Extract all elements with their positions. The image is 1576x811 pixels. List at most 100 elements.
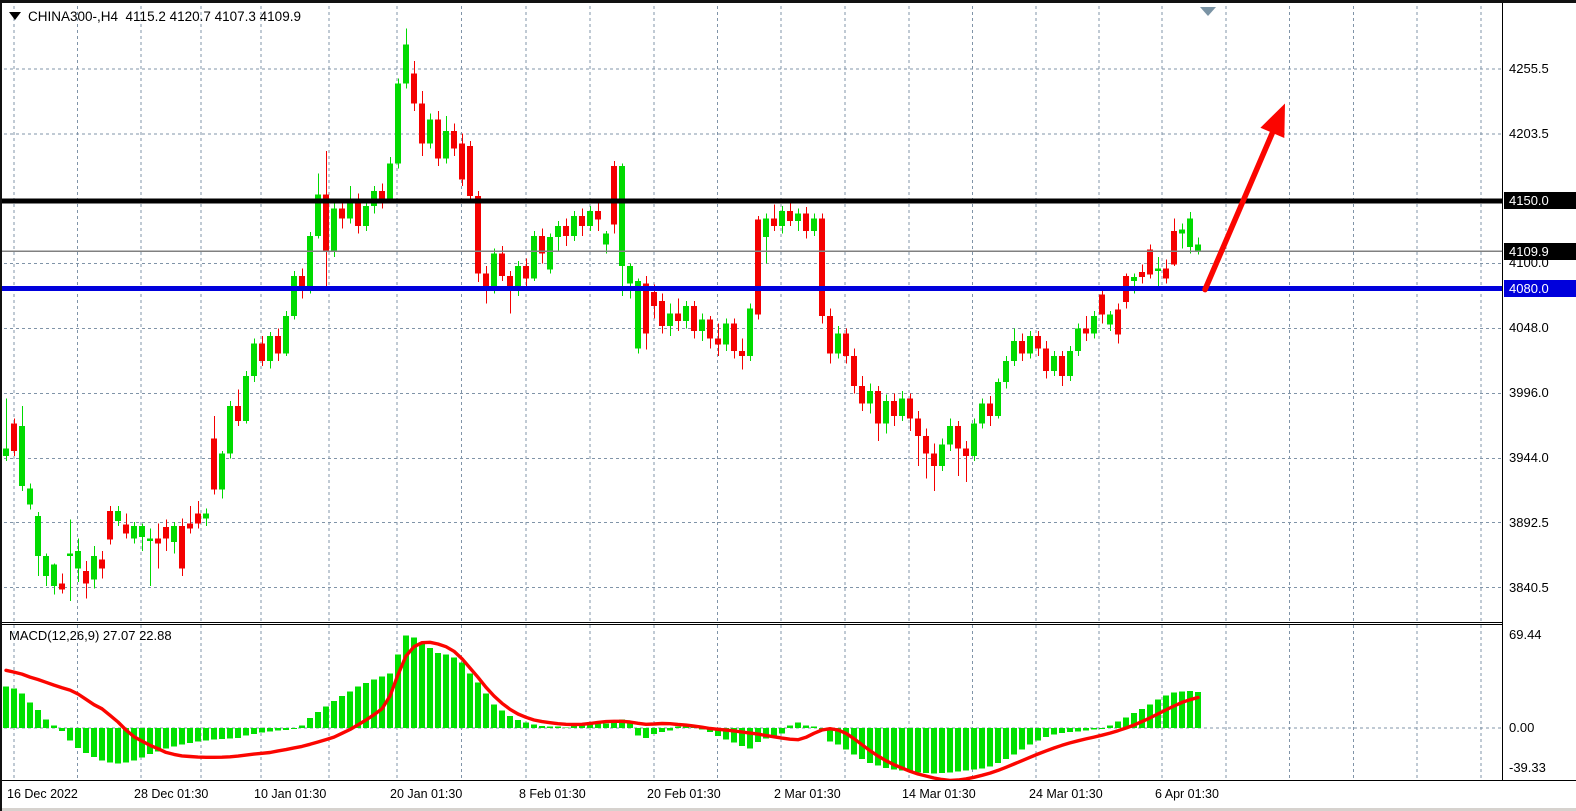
macd-histogram-bar [67,728,73,741]
candle-body-up [571,215,577,236]
macd-histogram-bar [363,683,369,728]
macd-histogram-bar [227,728,233,739]
macd-histogram-bar [27,702,33,728]
candle-body-up [1051,355,1057,371]
chart-shift-marker-icon[interactable] [1200,7,1216,16]
macd-histogram-bar [1059,728,1065,734]
macd-histogram-bar [19,693,25,728]
candle-body-down [483,273,489,289]
macd-histogram-bar [59,728,65,732]
candle-body-up [1075,328,1081,351]
macd-histogram-bar [659,728,665,732]
candle-body-up [1155,268,1161,271]
time-axis-label: 20 Feb 01:30 [647,787,721,801]
candle-body-down [875,390,881,424]
candle-body-down [931,453,937,466]
price-axis-label: 3996.0 [1509,385,1549,401]
candle-body-down [123,524,129,534]
macd-histogram-bar [579,724,585,728]
candle-body-up [939,444,945,466]
candle-body-down [915,418,921,436]
macd-histogram-bar [451,657,457,728]
trend-arrow-head[interactable] [1260,103,1285,138]
candle-body-down [259,343,265,361]
macd-histogram-bar [907,728,913,772]
candle-body-down [771,218,777,226]
trend-arrow-shaft[interactable] [1202,130,1276,293]
macd-histogram-bar [1019,728,1025,750]
price-axis-label: 4203.5 [1509,126,1549,142]
macd-histogram-bar [43,719,49,728]
candle-body-up [835,333,841,354]
macd-histogram-bar [1131,712,1137,728]
candle-body-up [243,375,249,421]
symbol-label: CHINA300-,H4 [28,9,119,24]
macd-histogram-bar [211,728,217,740]
candle-body-down [1059,355,1065,376]
candle-body-down [827,315,833,354]
candle-body-down [323,194,329,251]
candle-body-down [595,210,601,220]
chart-plot[interactable] [2,3,1576,811]
price-axis[interactable]: 4150.0 4109.9 4080.0 4255.5 4203.5 4100.0 4… [1503,3,1576,780]
macd-histogram-bar [291,728,297,729]
candle-body-up [531,235,537,279]
candle-body-up [867,390,873,404]
time-axis-label: 24 Mar 01:30 [1029,787,1103,801]
time-axis[interactable]: 16 Dec 2022 28 Dec 01:30 10 Jan 01:30 20 Ja… [2,781,1576,811]
macd-histogram-bar [1195,691,1201,728]
candle-body-up [403,44,409,84]
macd-indicator-label: MACD(12,26,9) 27.07 22.88 [9,628,172,643]
macd-histogram-bar [523,722,529,728]
candle-body-down [1019,340,1025,354]
candle-body-down [107,510,113,540]
candle-body-up [1011,340,1017,361]
macd-histogram-bar [91,728,97,758]
candle-body-up [811,218,817,231]
macd-histogram-bar [99,728,105,761]
chart-title: CHINA300-,H4 4115.2 4120.7 4107.3 4109.9 [9,9,301,24]
macd-histogram-bar [675,726,681,728]
candle-body-up [43,555,49,576]
symbol-dropdown-icon[interactable] [9,12,21,20]
candle-body-down [523,265,529,279]
candle-body-up [291,275,297,316]
candle-body-down [755,219,761,315]
macd-histogram-bar [1139,708,1145,728]
macd-histogram-bar [1187,690,1193,728]
macd-histogram-bar [1075,728,1081,732]
candle-body-down [923,435,929,454]
candle-body-up [315,194,321,236]
candle-body-up [1003,360,1009,383]
candle-body-down [1115,309,1121,335]
macd-histogram-bar [539,726,545,728]
macd-histogram-bar [131,728,137,761]
time-axis-label: 2 Mar 01:30 [774,787,841,801]
macd-histogram-bar [323,706,329,728]
candle-body-up [19,425,25,486]
candle-body-down [891,400,897,416]
candle-body-up [491,253,497,289]
macd-histogram-bar [619,719,625,728]
macd-histogram-bar [1083,728,1089,731]
candle-body-up [35,515,41,556]
candle-body-down [843,333,849,356]
macd-histogram-bar [1067,728,1073,732]
candle-body-up [131,525,137,539]
macd-histogram-bar [971,728,977,770]
macd-histogram-bar [715,728,721,736]
candle-body-down [235,405,241,421]
candle-body-up [267,335,273,361]
macd-histogram-bar [403,635,409,728]
candle-body-up [139,525,145,538]
macd-histogram-bar [83,728,89,753]
candle-body-down [987,403,993,416]
candle-body-down [1171,230,1177,265]
candle-body-up [91,555,97,580]
macd-histogram-bar [347,691,353,728]
macd-histogram-bar [419,642,425,728]
time-axis-label: 10 Jan 01:30 [254,787,327,801]
macd-histogram-bar [515,720,521,728]
macd-histogram-bar [315,712,321,728]
